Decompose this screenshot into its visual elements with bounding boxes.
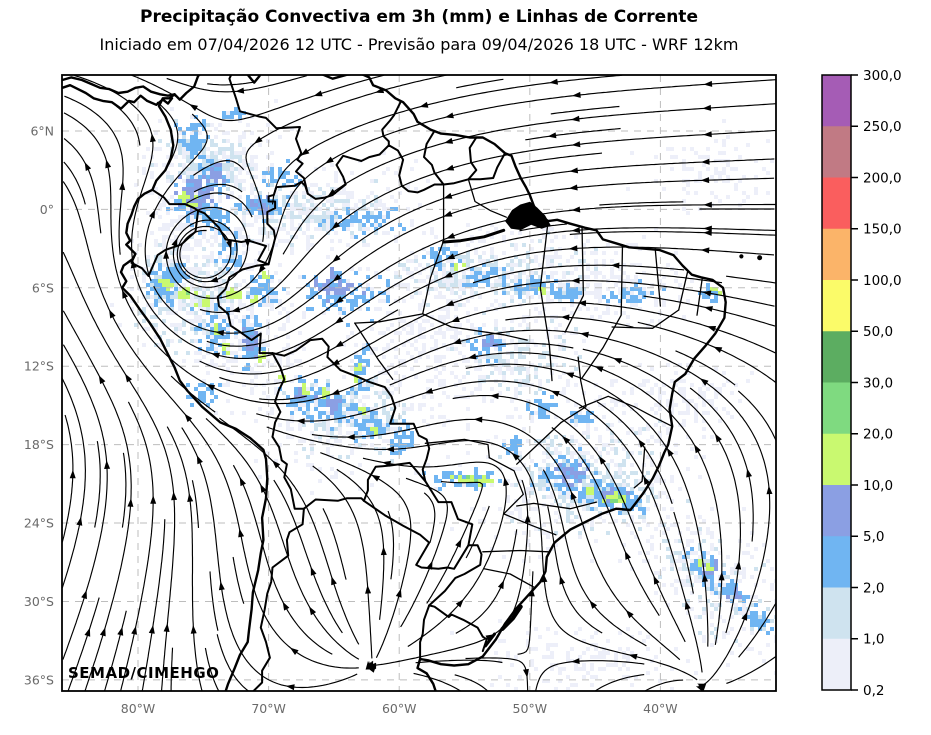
country-border — [302, 497, 365, 510]
state-border — [422, 313, 528, 341]
state-border — [354, 322, 394, 380]
colorbar-segment — [822, 638, 851, 691]
colorbar-tick-label: 20,0 — [863, 427, 893, 443]
map-layers — [62, 75, 776, 691]
colorbar-tick-label: 100,0 — [863, 273, 902, 289]
country-border — [271, 435, 305, 510]
state-border — [482, 549, 549, 553]
axis-labels: 6°N 0° 6°S 12°S 18°S 24°S 30°S 36°S 80°W 70°W 60°W… — [24, 123, 678, 716]
figure-subtitle: Iniciado em 07/04/2026 12 UTC - Previsão… — [99, 35, 739, 54]
lat-tick-label: 30°S — [24, 594, 54, 609]
state-border — [581, 243, 624, 379]
colorbar: 300,0 250,0 200,0 150,0 100,0 50,0 30,0 20,0 10,… — [821, 68, 902, 699]
island-dot — [757, 255, 763, 261]
colorbar-segment — [822, 331, 851, 383]
colorbar-segment — [822, 587, 851, 640]
state-border — [424, 438, 490, 459]
state-border — [564, 225, 585, 333]
state-border — [633, 446, 646, 489]
country-border — [423, 129, 445, 186]
lon-tick-label: 60°W — [382, 701, 417, 716]
lat-tick-label: 12°S — [24, 359, 54, 374]
streamline-arrows — [69, 78, 773, 691]
country-border — [197, 209, 270, 266]
map-background — [62, 75, 776, 691]
colorbar-segment — [822, 126, 851, 178]
state-border — [354, 313, 424, 324]
island-dot — [739, 254, 744, 259]
colorbar-segment — [822, 485, 851, 537]
state-border — [488, 457, 524, 515]
geography — [62, 75, 763, 691]
colorbar-tick-label: 0,2 — [863, 683, 884, 699]
lon-tick-label: 70°W — [251, 701, 286, 716]
figure-title: Precipitação Convectiva em 3h (mm) e Lin… — [140, 7, 698, 27]
colorbar-segment — [822, 536, 851, 588]
colorbar-tick-label: 2,0 — [863, 580, 884, 596]
coastline — [119, 75, 727, 691]
country-border — [252, 507, 305, 691]
state-border — [516, 501, 598, 510]
state-border — [678, 270, 689, 311]
map-frame — [61, 74, 777, 692]
colorbar-tick-label: 300,0 — [863, 68, 902, 84]
state-border — [696, 277, 703, 316]
country-border — [419, 604, 431, 660]
lat-tick-label: 18°S — [24, 437, 54, 452]
country-border — [228, 75, 309, 195]
river — [442, 228, 506, 244]
country-border — [362, 499, 470, 570]
lat-tick-label: 6°N — [30, 123, 54, 138]
state-border — [516, 421, 562, 465]
state-border — [578, 395, 673, 427]
colorbar-tick-label: 150,0 — [863, 222, 902, 238]
lat-tick-label: 36°S — [24, 672, 54, 687]
lon-tick-label: 40°W — [643, 701, 678, 716]
colorbar-segment — [822, 177, 851, 230]
graticule — [62, 75, 776, 691]
colorbar-tick-label: 1,0 — [863, 632, 884, 648]
credit-text: SEMAD/CIMEHGO — [68, 664, 219, 682]
colorbar-segment — [822, 75, 851, 127]
colorbar-segment — [822, 382, 851, 435]
state-border — [503, 513, 557, 536]
state-border — [560, 356, 587, 424]
colorbar-tick-label: 30,0 — [863, 375, 893, 391]
colorbar-segment — [822, 433, 851, 486]
state-border — [483, 568, 535, 588]
river — [500, 604, 523, 631]
lat-tick-label: 24°S — [24, 516, 54, 531]
colorbar-tick-label: 10,0 — [863, 478, 893, 494]
state-border — [467, 178, 507, 218]
colorbar-segment — [822, 280, 851, 332]
state-border — [654, 247, 662, 307]
colorbar-tick-label: 50,0 — [863, 324, 893, 340]
lat-tick-label: 6°S — [32, 280, 54, 295]
coastline — [62, 84, 174, 110]
lon-tick-label: 80°W — [121, 701, 156, 716]
coastline — [62, 76, 176, 97]
state-border — [422, 183, 445, 315]
colorbar-segment — [822, 228, 851, 281]
river — [483, 632, 496, 648]
colorbar-tick-label: 250,0 — [863, 119, 902, 135]
country-border — [271, 352, 286, 438]
colorbar-tick-label: 200,0 — [863, 170, 902, 186]
colorbar-tick-label: 5,0 — [863, 529, 884, 545]
lon-tick-label: 50°W — [513, 701, 548, 716]
country-border — [362, 461, 427, 502]
country-border — [216, 144, 506, 653]
lat-tick-label: 0° — [40, 202, 54, 217]
country-border — [381, 101, 402, 147]
